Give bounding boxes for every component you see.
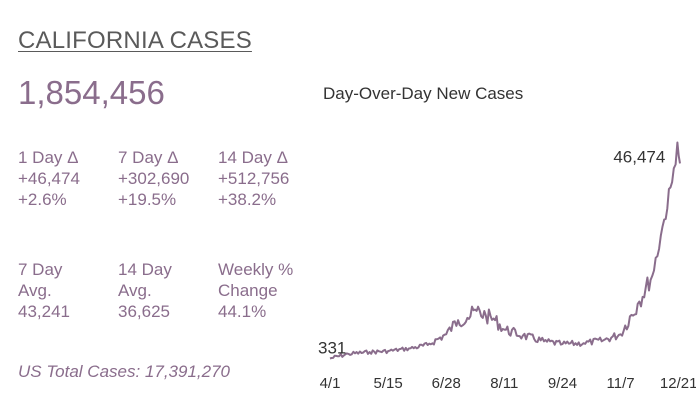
x-axis-ticks: 4/1 5/15 6/28 8/11 9/24 11/7 12/21 bbox=[320, 375, 696, 392]
x-tick-label: 8/11 bbox=[490, 375, 518, 392]
stat-pct: +19.5% bbox=[118, 190, 177, 209]
stat-label-line2: Change bbox=[218, 281, 278, 300]
start-value-label: 331 bbox=[318, 338, 346, 357]
stat-label: 1 Day Δ bbox=[18, 148, 79, 167]
stat-7-day-change: 7 Day Δ +302,690 +19.5% bbox=[118, 147, 189, 210]
stat-value: +46,474 bbox=[18, 169, 80, 188]
x-tick-label: 5/15 bbox=[374, 375, 403, 392]
stat-value: +512,756 bbox=[218, 169, 290, 188]
stat-value: +302,690 bbox=[118, 169, 190, 188]
x-tick-label: 6/28 bbox=[432, 375, 461, 392]
new-cases-line-chart: 4/1 5/15 6/28 8/11 9/24 11/7 12/21 331 46,474 bbox=[318, 141, 696, 392]
stat-label: 7 Day Δ bbox=[118, 148, 179, 167]
stat-value: 44.1% bbox=[218, 302, 267, 321]
x-tick-label: 4/1 bbox=[320, 375, 341, 392]
us-total-cases: US Total Cases: 17,391,270 bbox=[18, 362, 231, 381]
stat-14-day-change: 14 Day Δ +512,756 +38.2% bbox=[218, 147, 289, 210]
stat-weekly-pct-change: Weekly % Change 44.1% bbox=[218, 259, 293, 322]
stat-label-line1: 14 Day bbox=[118, 260, 172, 279]
series-line bbox=[329, 141, 681, 360]
stat-14-day-avg: 14 Day Avg. 36,625 bbox=[118, 259, 172, 322]
stat-value: 36,625 bbox=[118, 302, 170, 321]
page-title: CALIFORNIA CASES bbox=[18, 27, 252, 54]
stat-label-line2: Avg. bbox=[18, 281, 52, 300]
stat-label-line2: Avg. bbox=[118, 281, 152, 300]
chart-title: Day-Over-Day New Cases bbox=[323, 84, 524, 103]
x-tick-label: 11/7 bbox=[607, 375, 635, 392]
total-cases: 1,854,456 bbox=[18, 74, 165, 111]
stat-pct: +38.2% bbox=[218, 190, 277, 209]
stat-pct: +2.6% bbox=[18, 190, 67, 209]
stat-1-day-change: 1 Day Δ +46,474 +2.6% bbox=[18, 147, 80, 210]
x-tick-label: 9/24 bbox=[548, 375, 577, 392]
stat-label-line1: Weekly % bbox=[218, 260, 294, 279]
peak-value-label: 46,474 bbox=[613, 148, 665, 167]
stat-label: 14 Day Δ bbox=[218, 148, 288, 167]
stat-label-line1: 7 Day bbox=[18, 260, 63, 279]
stat-7-day-avg: 7 Day Avg. 43,241 bbox=[18, 259, 70, 322]
x-tick-label: 12/21 bbox=[660, 375, 696, 392]
stat-value: 43,241 bbox=[18, 302, 70, 321]
